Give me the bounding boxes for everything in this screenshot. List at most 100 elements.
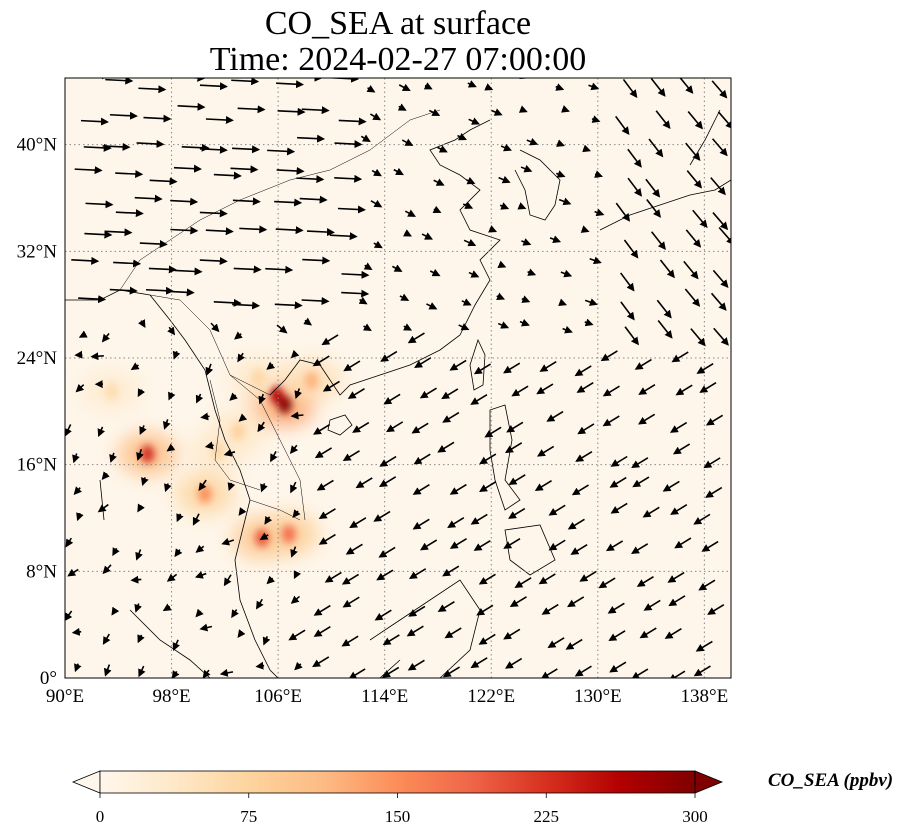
wind-arrow	[141, 477, 149, 486]
wind-arrow	[605, 540, 624, 552]
wind-arrow	[139, 240, 168, 249]
wind-arrow	[97, 426, 106, 438]
border-line	[209, 379, 261, 491]
wind-arrow	[266, 575, 276, 585]
wind-arrow	[457, 132, 467, 141]
wind-arrow	[610, 502, 628, 514]
wind-arrow	[567, 596, 585, 608]
wind-arrow	[437, 145, 448, 153]
wind-arrow	[458, 323, 470, 331]
wind-arrow	[306, 228, 335, 237]
wind-arrow	[508, 474, 526, 486]
wind-arrow	[363, 262, 373, 270]
wind-arrow	[162, 419, 171, 430]
wind-arrow	[695, 640, 713, 652]
wind-arrow	[519, 318, 530, 327]
wind-arrow	[221, 537, 235, 546]
wind-arrow	[115, 170, 144, 179]
border-line	[119, 109, 441, 291]
wind-arrow	[705, 486, 723, 498]
wind-arrow	[631, 457, 649, 469]
wind-arrow	[580, 225, 590, 233]
wind-arrow	[520, 164, 533, 173]
wind-arrow	[238, 507, 247, 516]
wind-arrow	[238, 413, 248, 422]
wind-arrow	[674, 537, 692, 549]
wind-arrow	[449, 483, 467, 495]
wind-arrow	[166, 288, 195, 297]
wind-arrow	[470, 393, 488, 405]
wind-arrow	[199, 82, 228, 91]
wind-arrow	[558, 197, 572, 206]
wind-arrow	[294, 388, 303, 400]
wind-arrow	[468, 270, 480, 278]
wind-arrow	[609, 476, 627, 488]
wind-arrow	[556, 139, 565, 147]
wind-arrow	[135, 549, 143, 561]
wind-arrow	[358, 296, 368, 305]
wind-arrow	[519, 78, 529, 80]
co-hotspot	[211, 442, 226, 461]
wind-arrow	[334, 140, 363, 149]
wind-arrow	[102, 564, 112, 575]
wind-arrow	[408, 568, 427, 580]
wind-arrow	[565, 638, 583, 650]
wind-arrow	[78, 330, 88, 338]
wind-arrow	[139, 425, 147, 435]
wind-arrow	[341, 270, 370, 279]
colorbar-extend-max	[694, 770, 724, 794]
wind-arrow	[301, 106, 330, 115]
latitude-tick-label: 8°N	[26, 561, 57, 582]
wind-arrow	[429, 268, 441, 277]
wind-arrow	[366, 84, 376, 93]
wind-arrow	[662, 480, 680, 492]
wind-arrow	[316, 479, 334, 491]
wind-arrow	[299, 195, 328, 204]
latitude-tick-label: 32°N	[17, 241, 58, 262]
border-line	[149, 294, 271, 396]
wind-arrow	[650, 78, 666, 97]
colorbar: 0 75 150 225 300	[71, 770, 724, 826]
wind-arrow	[313, 604, 331, 616]
coastline-andaman	[99, 479, 105, 521]
wind-arrow	[199, 145, 228, 154]
wind-arrow	[692, 209, 708, 229]
wind-arrow	[205, 227, 234, 236]
wind-arrow	[136, 139, 165, 148]
wind-arrow	[538, 573, 556, 585]
wind-arrow	[194, 571, 207, 579]
wind-arrow	[518, 105, 528, 113]
wind-arrow	[503, 362, 521, 374]
wind-arrow	[138, 665, 146, 678]
wind-arrow	[102, 633, 111, 645]
wind-arrow	[679, 78, 694, 94]
wind-arrow	[547, 637, 565, 648]
wind-arrow	[549, 235, 562, 243]
wind-arrow	[143, 114, 172, 123]
wind-arrow	[342, 596, 360, 608]
wind-arrow	[561, 105, 570, 113]
wind-arrow	[473, 539, 491, 551]
wind-arrow	[539, 360, 557, 372]
wind-arrow	[162, 603, 172, 612]
wind-arrow	[686, 170, 703, 189]
wind-arrow	[638, 383, 656, 395]
wind-arrow	[275, 226, 304, 235]
wind-arrow	[265, 265, 294, 274]
wind-arrow	[491, 108, 503, 116]
wind-arrow	[558, 298, 568, 307]
wind-arrow	[527, 268, 537, 276]
colorbar-extend-min	[71, 770, 101, 794]
longitude-tick-label: 98°E	[152, 686, 190, 707]
wind-arrow	[497, 321, 510, 329]
wind-arrow	[669, 421, 688, 433]
wind-arrow	[149, 177, 178, 186]
wind-arrow	[536, 383, 554, 395]
wind-arrow	[386, 421, 404, 433]
wind-arrow	[202, 669, 211, 678]
wind-arrow	[343, 360, 361, 372]
wind-arrow	[200, 412, 210, 421]
wind-arrow	[73, 486, 82, 495]
wind-arrow	[414, 357, 432, 368]
border-line	[229, 374, 306, 521]
